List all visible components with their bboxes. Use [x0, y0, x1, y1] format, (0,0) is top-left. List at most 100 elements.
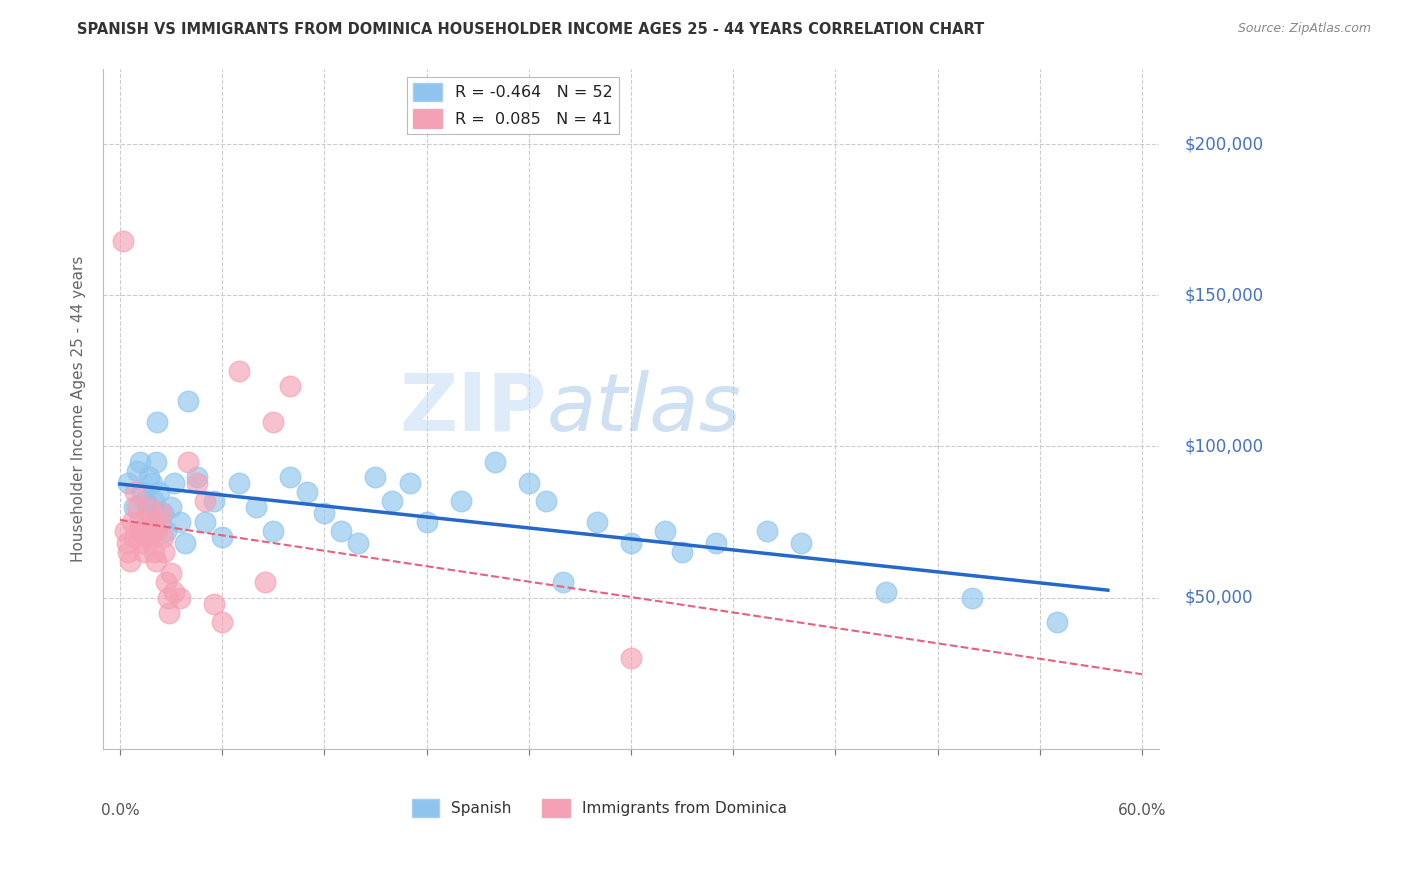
Point — [149, 506, 172, 520]
Point — [415, 515, 437, 529]
Point — [245, 500, 267, 514]
Point — [138, 469, 160, 483]
Point — [120, 554, 142, 568]
Point — [134, 493, 156, 508]
Point — [145, 554, 167, 568]
Point — [262, 415, 284, 429]
Point — [551, 575, 574, 590]
Point — [128, 515, 150, 529]
Point — [146, 415, 169, 429]
Point — [960, 591, 983, 605]
Point — [125, 500, 148, 514]
Point — [129, 524, 152, 538]
Point — [122, 530, 145, 544]
Point — [143, 545, 166, 559]
Point — [177, 454, 200, 468]
Point — [148, 484, 170, 499]
Point — [125, 464, 148, 478]
Point — [148, 515, 170, 529]
Text: atlas: atlas — [547, 369, 741, 448]
Point — [160, 566, 183, 581]
Point — [253, 575, 276, 590]
Point — [202, 493, 225, 508]
Point — [138, 500, 160, 514]
Point — [139, 515, 162, 529]
Text: $200,000: $200,000 — [1184, 135, 1264, 153]
Point — [534, 493, 557, 508]
Point — [134, 524, 156, 538]
Point — [152, 506, 174, 520]
Point — [1046, 615, 1069, 629]
Point — [152, 530, 174, 544]
Point — [117, 475, 139, 490]
Point — [139, 515, 162, 529]
Point — [136, 530, 159, 544]
Point — [211, 615, 233, 629]
Text: ZIP: ZIP — [399, 369, 547, 448]
Point — [484, 454, 506, 468]
Point — [146, 524, 169, 538]
Point — [122, 500, 145, 514]
Point — [173, 536, 195, 550]
Point — [186, 475, 208, 490]
Text: 60.0%: 60.0% — [1118, 803, 1166, 818]
Point — [330, 524, 353, 538]
Point — [160, 500, 183, 514]
Point — [347, 536, 370, 550]
Point — [228, 475, 250, 490]
Point — [450, 493, 472, 508]
Point — [155, 524, 177, 538]
Point — [157, 606, 180, 620]
Point — [262, 524, 284, 538]
Point — [145, 454, 167, 468]
Point — [756, 524, 779, 538]
Point — [136, 506, 159, 520]
Text: 0.0%: 0.0% — [101, 803, 139, 818]
Text: SPANISH VS IMMIGRANTS FROM DOMINICA HOUSEHOLDER INCOME AGES 25 - 44 YEARS CORREL: SPANISH VS IMMIGRANTS FROM DOMINICA HOUS… — [77, 22, 984, 37]
Point — [364, 469, 387, 483]
Point — [121, 515, 143, 529]
Point — [194, 515, 217, 529]
Point — [163, 584, 186, 599]
Point — [156, 591, 179, 605]
Y-axis label: Householder Income Ages 25 - 44 years: Householder Income Ages 25 - 44 years — [72, 255, 86, 562]
Point — [620, 536, 643, 550]
Point — [124, 484, 146, 499]
Point — [586, 515, 609, 529]
Point — [117, 545, 139, 559]
Point — [517, 475, 540, 490]
Point — [163, 475, 186, 490]
Point — [278, 469, 301, 483]
Text: $50,000: $50,000 — [1184, 589, 1253, 607]
Point — [228, 364, 250, 378]
Point — [620, 651, 643, 665]
Point — [875, 584, 897, 599]
Point — [169, 515, 191, 529]
Point — [132, 545, 155, 559]
Point — [143, 493, 166, 508]
Text: $100,000: $100,000 — [1184, 437, 1264, 456]
Point — [177, 394, 200, 409]
Point — [115, 536, 138, 550]
Legend: Spanish, Immigrants from Dominica: Spanish, Immigrants from Dominica — [405, 793, 793, 822]
Point — [398, 475, 420, 490]
Point — [141, 475, 163, 490]
Point — [671, 545, 693, 559]
Point — [790, 536, 813, 550]
Point — [211, 530, 233, 544]
Point — [314, 506, 336, 520]
Point — [278, 379, 301, 393]
Text: $150,000: $150,000 — [1184, 286, 1264, 304]
Point — [169, 591, 191, 605]
Point — [155, 575, 177, 590]
Point — [381, 493, 404, 508]
Point — [194, 493, 217, 508]
Point — [297, 484, 319, 499]
Point — [131, 484, 153, 499]
Point — [704, 536, 727, 550]
Point — [202, 597, 225, 611]
Point — [129, 454, 152, 468]
Point — [114, 524, 136, 538]
Point — [153, 545, 176, 559]
Text: Source: ZipAtlas.com: Source: ZipAtlas.com — [1237, 22, 1371, 36]
